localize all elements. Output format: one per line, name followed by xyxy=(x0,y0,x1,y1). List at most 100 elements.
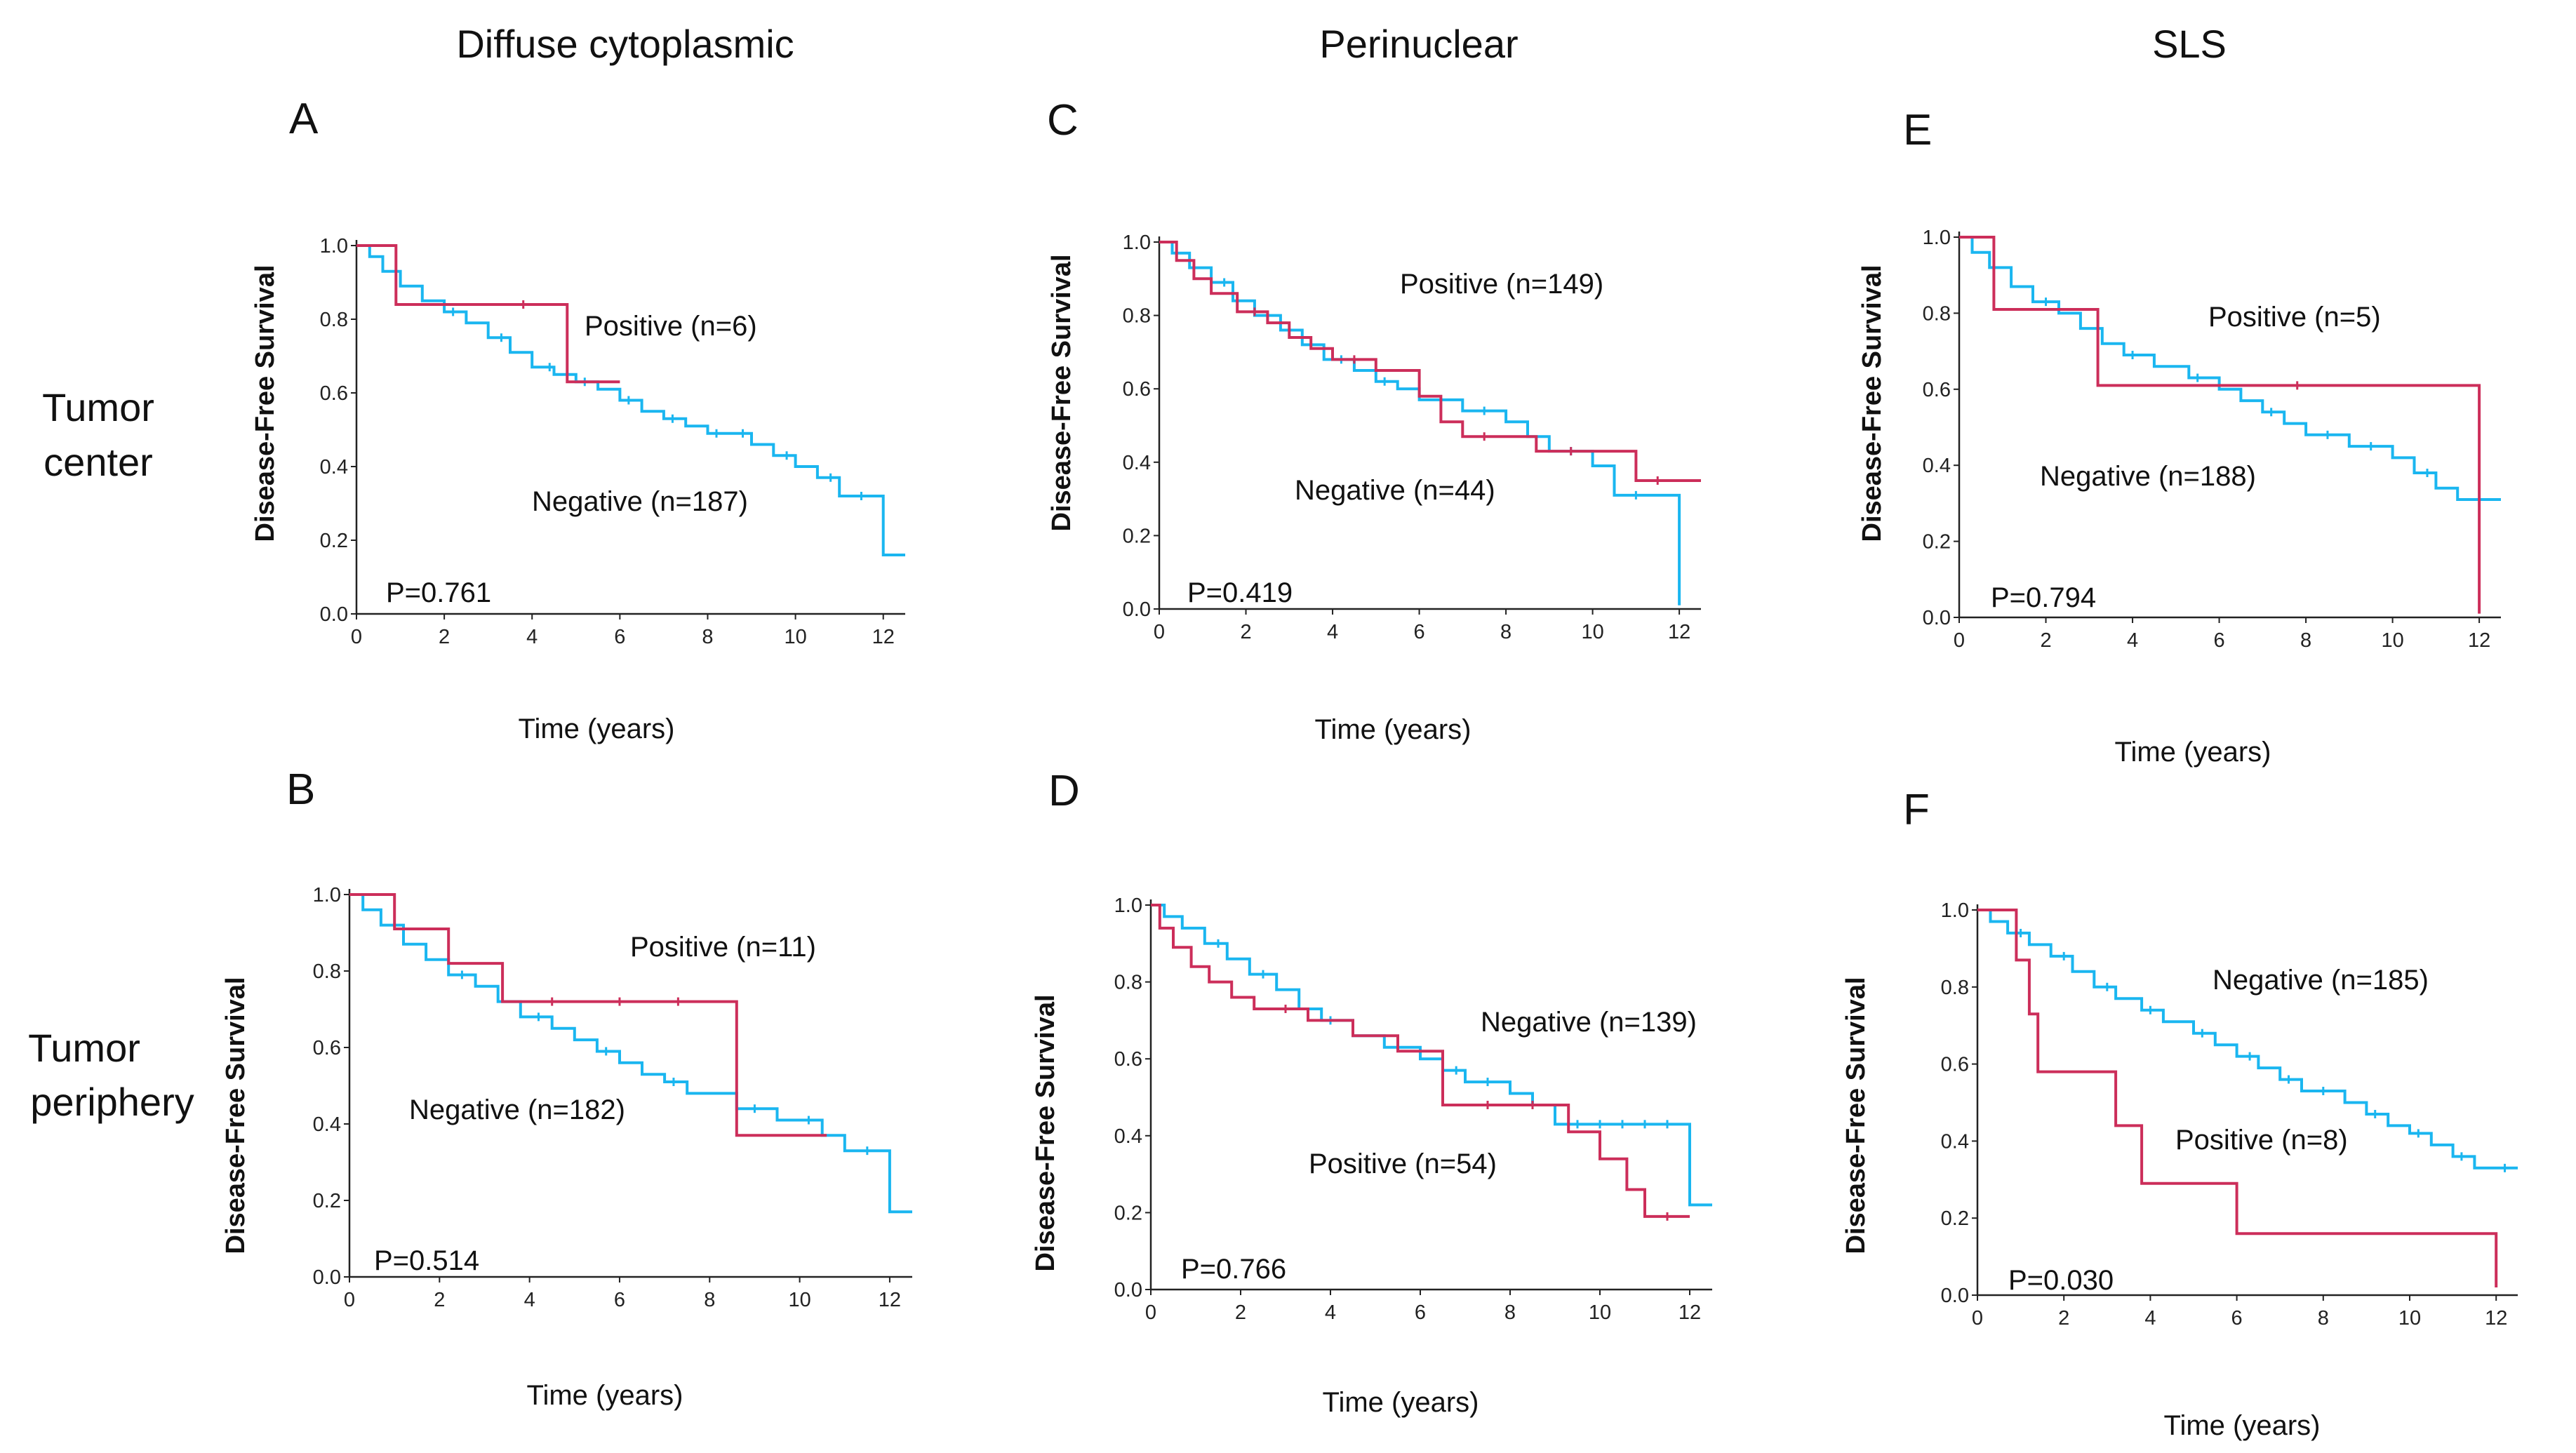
series-annotation-f: Positive (n=8) xyxy=(2175,1125,2348,1156)
y-tick-label-b: 1.0 xyxy=(313,884,341,906)
x-tick-label-a: 2 xyxy=(439,626,450,648)
p-value-a: P=0.761 xyxy=(386,577,491,608)
series-annotation-e: Positive (n=5) xyxy=(2208,302,2381,333)
series-annotation-d: Negative (n=139) xyxy=(1481,1007,1697,1038)
y-axis-label-b: Disease-Free Survival xyxy=(221,977,251,1254)
x-tick-label-d: 4 xyxy=(1325,1301,1336,1324)
y-tick-label-e: 0.6 xyxy=(1923,379,1951,401)
km-curve-negative-a xyxy=(356,244,905,556)
y-tick-label-c: 0.6 xyxy=(1123,378,1151,401)
x-tick-label-c: 8 xyxy=(1500,621,1511,643)
y-tick-label-d: 0.8 xyxy=(1114,972,1142,994)
x-tick-label-a: 12 xyxy=(872,626,895,648)
x-axis-label-b: Time (years) xyxy=(527,1380,683,1411)
x-tick-label-b: 12 xyxy=(879,1289,901,1311)
y-tick-label-d: 0.2 xyxy=(1114,1202,1142,1224)
y-tick-label-d: 0.0 xyxy=(1114,1279,1142,1301)
y-axis-label-f: Disease-Free Survival xyxy=(1841,977,1871,1254)
panel-letter-c: C xyxy=(1047,96,1079,145)
x-tick-label-a: 0 xyxy=(351,626,362,648)
panel-e: E 0.0 0.2 0.4 0.6 0.8 1.0 0 2 4 6 8 10 12 Disease-Free… xyxy=(1857,106,2501,768)
y-tick-label-f: 1.0 xyxy=(1941,899,1969,922)
x-axis-label-e: Time (years) xyxy=(2115,737,2271,768)
series-annotation-d: Positive (n=54) xyxy=(1309,1149,1497,1179)
y-tick-label-d: 0.6 xyxy=(1114,1048,1142,1071)
y-tick-label-e: 0.2 xyxy=(1923,531,1951,554)
series-annotation-a: Negative (n=187) xyxy=(532,486,748,517)
y-tick-label-a: 0.8 xyxy=(320,309,348,331)
panel-b: B 0.0 0.2 0.4 0.6 0.8 1.0 0 2 4 6 8 10 12 Disease-Free… xyxy=(221,765,912,1411)
panel-letter-d: D xyxy=(1048,767,1080,815)
p-value-c: P=0.419 xyxy=(1187,577,1293,608)
x-tick-label-c: 2 xyxy=(1240,621,1251,643)
panel-letter-a: A xyxy=(289,95,319,143)
y-tick-label-e: 0.4 xyxy=(1923,455,1951,477)
x-tick-label-f: 4 xyxy=(2144,1307,2156,1330)
x-tick-label-b: 0 xyxy=(344,1289,355,1311)
y-axis-label-e: Disease-Free Survival xyxy=(1857,265,1887,542)
km-curve-negative-f xyxy=(1977,909,2518,1170)
x-tick-label-c: 4 xyxy=(1327,621,1338,643)
panel-letter-e: E xyxy=(1903,106,1932,154)
x-tick-label-d: 12 xyxy=(1679,1301,1701,1324)
km-curve-negative-b xyxy=(349,893,912,1214)
x-tick-label-f: 2 xyxy=(2058,1307,2069,1330)
km-curve-negative-e xyxy=(1959,236,2501,501)
x-axis-label-d: Time (years) xyxy=(1323,1387,1479,1418)
x-tick-label-a: 10 xyxy=(784,626,806,648)
row-title-tumor-center-line2: center xyxy=(44,440,153,484)
y-tick-label-d: 1.0 xyxy=(1114,895,1142,917)
x-tick-label-b: 10 xyxy=(788,1289,810,1311)
row-title-tumor-periphery-line1: Tumor xyxy=(28,1026,140,1070)
km-curve-positive-b xyxy=(349,893,827,1137)
p-value-f: P=0.030 xyxy=(2008,1265,2114,1296)
y-tick-label-f: 0.0 xyxy=(1941,1285,1969,1307)
y-tick-label-a: 0.6 xyxy=(320,382,348,405)
x-tick-label-b: 4 xyxy=(524,1289,535,1311)
x-tick-label-b: 6 xyxy=(614,1289,625,1311)
y-tick-label-c: 0.0 xyxy=(1123,598,1151,621)
x-tick-label-a: 6 xyxy=(614,626,625,648)
y-tick-label-f: 0.2 xyxy=(1941,1207,1969,1230)
series-annotation-e: Negative (n=188) xyxy=(2040,461,2256,492)
y-tick-label-a: 0.4 xyxy=(320,456,348,478)
x-tick-label-f: 10 xyxy=(2398,1307,2421,1330)
y-axis-label-c: Disease-Free Survival xyxy=(1047,254,1076,531)
x-tick-label-d: 2 xyxy=(1235,1301,1246,1324)
panel-letter-f: F xyxy=(1903,786,1930,834)
column-title-perinuclear: Perinuclear xyxy=(1319,22,1518,66)
row-title-tumor-periphery-line2: periphery xyxy=(30,1080,194,1124)
y-tick-label-b: 0.8 xyxy=(313,960,341,983)
y-tick-label-e: 1.0 xyxy=(1923,227,1951,249)
y-tick-label-b: 0.2 xyxy=(313,1190,341,1212)
x-tick-label-b: 2 xyxy=(434,1289,445,1311)
y-tick-label-d: 0.4 xyxy=(1114,1125,1142,1148)
series-annotation-b: Negative (n=182) xyxy=(409,1094,625,1125)
y-tick-label-a: 0.2 xyxy=(320,530,348,552)
panel-d: D 0.0 0.2 0.4 0.6 0.8 1.0 0 2 4 6 8 10 12 Disease-Free… xyxy=(1031,767,1712,1418)
x-tick-label-d: 6 xyxy=(1415,1301,1426,1324)
y-tick-label-c: 0.4 xyxy=(1123,452,1151,474)
x-tick-label-c: 6 xyxy=(1413,621,1424,643)
km-curve-positive-f xyxy=(1977,909,2498,1287)
y-tick-label-f: 0.4 xyxy=(1941,1130,1969,1153)
km-curve-positive-d xyxy=(1151,904,1690,1218)
x-tick-label-d: 10 xyxy=(1589,1301,1611,1324)
x-tick-label-e: 0 xyxy=(1954,629,1965,652)
x-tick-label-c: 0 xyxy=(1154,621,1165,643)
y-tick-label-b: 0.6 xyxy=(313,1037,341,1059)
x-tick-label-e: 6 xyxy=(2213,629,2224,652)
km-curve-positive-c xyxy=(1159,241,1701,482)
series-annotation-c: Negative (n=44) xyxy=(1295,475,1495,506)
column-title-sls: SLS xyxy=(2152,22,2227,66)
x-tick-label-f: 0 xyxy=(1972,1307,1983,1330)
x-tick-label-c: 10 xyxy=(1581,621,1603,643)
x-axis-label-c: Time (years) xyxy=(1315,714,1471,745)
x-tick-label-e: 12 xyxy=(2468,629,2490,652)
x-axis-label-a: Time (years) xyxy=(519,714,675,744)
x-tick-label-f: 8 xyxy=(2318,1307,2329,1330)
x-tick-label-d: 8 xyxy=(1504,1301,1516,1324)
y-tick-label-a: 0.0 xyxy=(320,603,348,626)
